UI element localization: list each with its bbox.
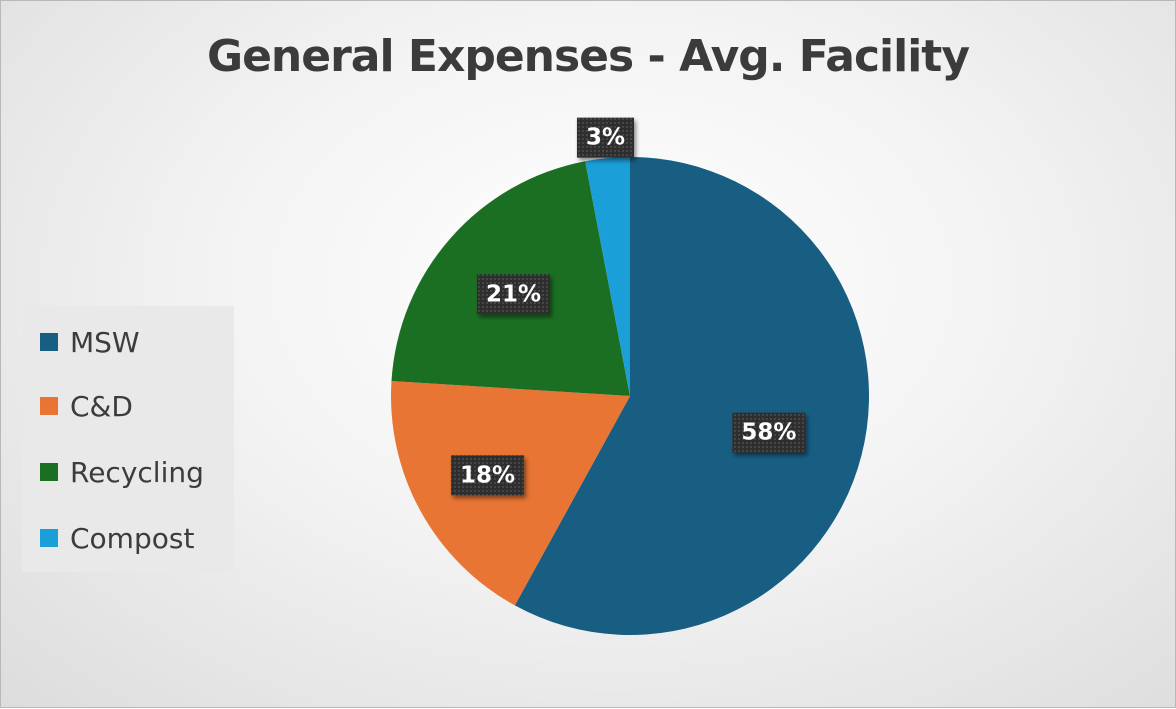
legend-swatch-cd [40,397,58,415]
data-label-text-recycling: 21% [486,281,541,307]
legend-label-compost: Compost [70,521,195,555]
data-label-c-d: 18% [451,455,525,496]
legend-swatch-recycling [40,463,58,481]
data-label-text-compost: 3% [586,125,625,151]
data-label-box-compost [576,117,635,158]
legend-item-cd: C&D [40,386,133,426]
data-label-box-msw [732,412,806,453]
legend: MSW C&D Recycling Compost [22,306,234,572]
legend-swatch-compost [40,529,58,547]
legend-label-recycling: Recycling [70,455,204,489]
data-label-text-c-d: 18% [460,462,515,488]
legend-swatch-msw [40,333,58,351]
data-label-msw: 58% [732,412,806,453]
data-label-compost: 3% [576,117,635,158]
chart-title: General Expenses - Avg. Facility [206,31,970,82]
legend-item-msw: MSW [40,322,140,362]
legend-item-compost: Compost [40,518,194,558]
data-label-box-recycling [476,274,551,315]
pie-slice-msw [514,157,870,636]
legend-item-recycling: Recycling [40,452,204,492]
data-label-box-c-d [451,455,525,496]
data-label-text-msw: 58% [741,420,796,446]
legend-label-msw: MSW [70,325,140,359]
pie-slice-compost [585,157,630,396]
legend-label-cd: C&D [70,389,133,423]
data-label-recycling: 21% [476,274,551,315]
